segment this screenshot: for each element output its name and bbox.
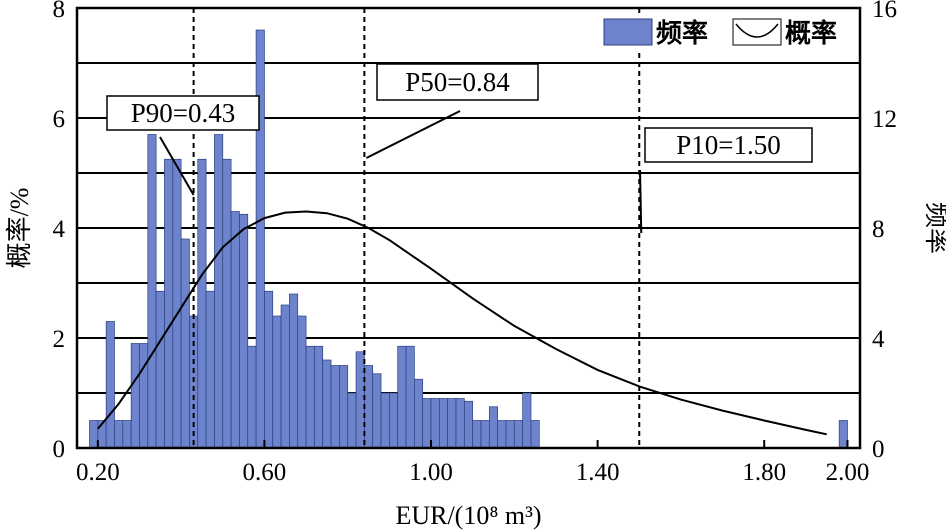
annotation-leader-2 bbox=[639, 169, 643, 234]
legend-label-frequency: 频率 bbox=[656, 18, 708, 48]
bar bbox=[222, 158, 232, 449]
bar bbox=[497, 420, 507, 449]
legend-bar-swatch bbox=[603, 18, 653, 46]
annotation-label-0: P90=0.43 bbox=[131, 98, 236, 128]
bar bbox=[164, 158, 174, 449]
bar bbox=[214, 134, 224, 449]
annotation-label-2: P10=1.50 bbox=[676, 130, 781, 160]
bar bbox=[255, 29, 265, 449]
bar bbox=[455, 398, 465, 449]
bar bbox=[314, 345, 324, 449]
annotations: P90=0.43 P50=0.84 P10=1.50 bbox=[106, 63, 813, 234]
bar bbox=[272, 315, 282, 449]
bar bbox=[389, 392, 399, 449]
bar bbox=[289, 293, 299, 449]
bar bbox=[414, 378, 424, 449]
x-tick-label: 0.60 bbox=[243, 459, 287, 486]
bar bbox=[422, 398, 432, 449]
bar bbox=[205, 290, 215, 449]
bar bbox=[155, 290, 165, 449]
bar bbox=[239, 213, 249, 449]
bar bbox=[372, 373, 382, 449]
bar bbox=[355, 351, 365, 449]
bar bbox=[522, 392, 532, 449]
bar bbox=[247, 345, 257, 449]
bar bbox=[147, 134, 157, 449]
bar bbox=[139, 343, 149, 449]
annotation-box-2 bbox=[644, 127, 813, 163]
legend-curve-swatch-box bbox=[732, 18, 782, 46]
histogram-bars bbox=[89, 29, 848, 449]
bar bbox=[322, 359, 332, 449]
x-tick-label: 2.00 bbox=[826, 459, 870, 486]
bar bbox=[330, 365, 340, 449]
bar bbox=[297, 315, 307, 449]
bar bbox=[89, 420, 99, 449]
bar bbox=[397, 345, 407, 449]
x-axis-title: EUR/(10⁸ m³) bbox=[395, 501, 541, 530]
bar bbox=[430, 398, 440, 449]
legend: 频率 概率 bbox=[597, 13, 855, 51]
bar bbox=[472, 420, 482, 449]
annotation-box-1 bbox=[376, 63, 539, 101]
annotation-label-1: P50=0.84 bbox=[405, 67, 510, 97]
bar bbox=[130, 343, 140, 449]
y-left-axis-title: 概率/% bbox=[5, 188, 34, 269]
bar bbox=[230, 211, 240, 449]
bar bbox=[447, 398, 457, 449]
y-right-tick-label: 16 bbox=[872, 0, 897, 23]
y-left-tick-label: 2 bbox=[53, 326, 66, 353]
x-tick-label: 1.00 bbox=[409, 459, 453, 486]
probability-curve bbox=[97, 210, 827, 436]
y-right-axis-title: 频率 bbox=[922, 202, 946, 254]
x-tick-label: 1.40 bbox=[576, 459, 620, 486]
bar bbox=[105, 321, 115, 449]
bar bbox=[505, 420, 515, 449]
bar bbox=[463, 400, 474, 449]
annotation-leader-0 bbox=[159, 136, 195, 196]
bar bbox=[405, 345, 415, 449]
percentile-lines bbox=[192, 8, 641, 448]
y-left-tick-label: 6 bbox=[53, 106, 66, 133]
bar bbox=[305, 345, 315, 449]
bar bbox=[180, 238, 190, 449]
bar bbox=[513, 420, 523, 449]
y-right-tick-label: 8 bbox=[872, 216, 885, 243]
bar bbox=[114, 420, 124, 449]
bar bbox=[264, 290, 274, 449]
bar bbox=[339, 365, 349, 449]
x-tick-label: 1.80 bbox=[742, 459, 786, 486]
y-left-tick-label: 0 bbox=[53, 436, 66, 463]
axes: 0.20 0.60 1.00 1.40 1.80 2.00024680481216EUR/… bbox=[5, 0, 946, 530]
annotation-leader-1 bbox=[365, 110, 461, 159]
y-right-tick-label: 0 bbox=[872, 436, 885, 463]
bar bbox=[438, 398, 449, 449]
y-left-tick-label: 4 bbox=[53, 216, 66, 243]
x-tick-label: 0.20 bbox=[76, 459, 120, 486]
bar bbox=[530, 420, 540, 449]
bar bbox=[480, 420, 490, 449]
y-right-tick-label: 12 bbox=[872, 106, 897, 133]
y-left-tick-label: 8 bbox=[53, 0, 66, 23]
y-right-tick-label: 4 bbox=[872, 326, 885, 353]
bar bbox=[364, 365, 374, 449]
legend-curve-swatch bbox=[735, 23, 779, 38]
bar bbox=[347, 392, 357, 449]
bar bbox=[838, 420, 848, 449]
bar bbox=[197, 158, 207, 449]
probability-curve-group bbox=[97, 210, 827, 436]
bar bbox=[280, 304, 290, 449]
bar bbox=[488, 406, 499, 449]
bar bbox=[122, 420, 132, 449]
bar bbox=[172, 158, 182, 449]
legend-label-probability: 概率 bbox=[785, 18, 837, 48]
annotation-box-0 bbox=[106, 95, 260, 131]
bar bbox=[380, 392, 390, 449]
